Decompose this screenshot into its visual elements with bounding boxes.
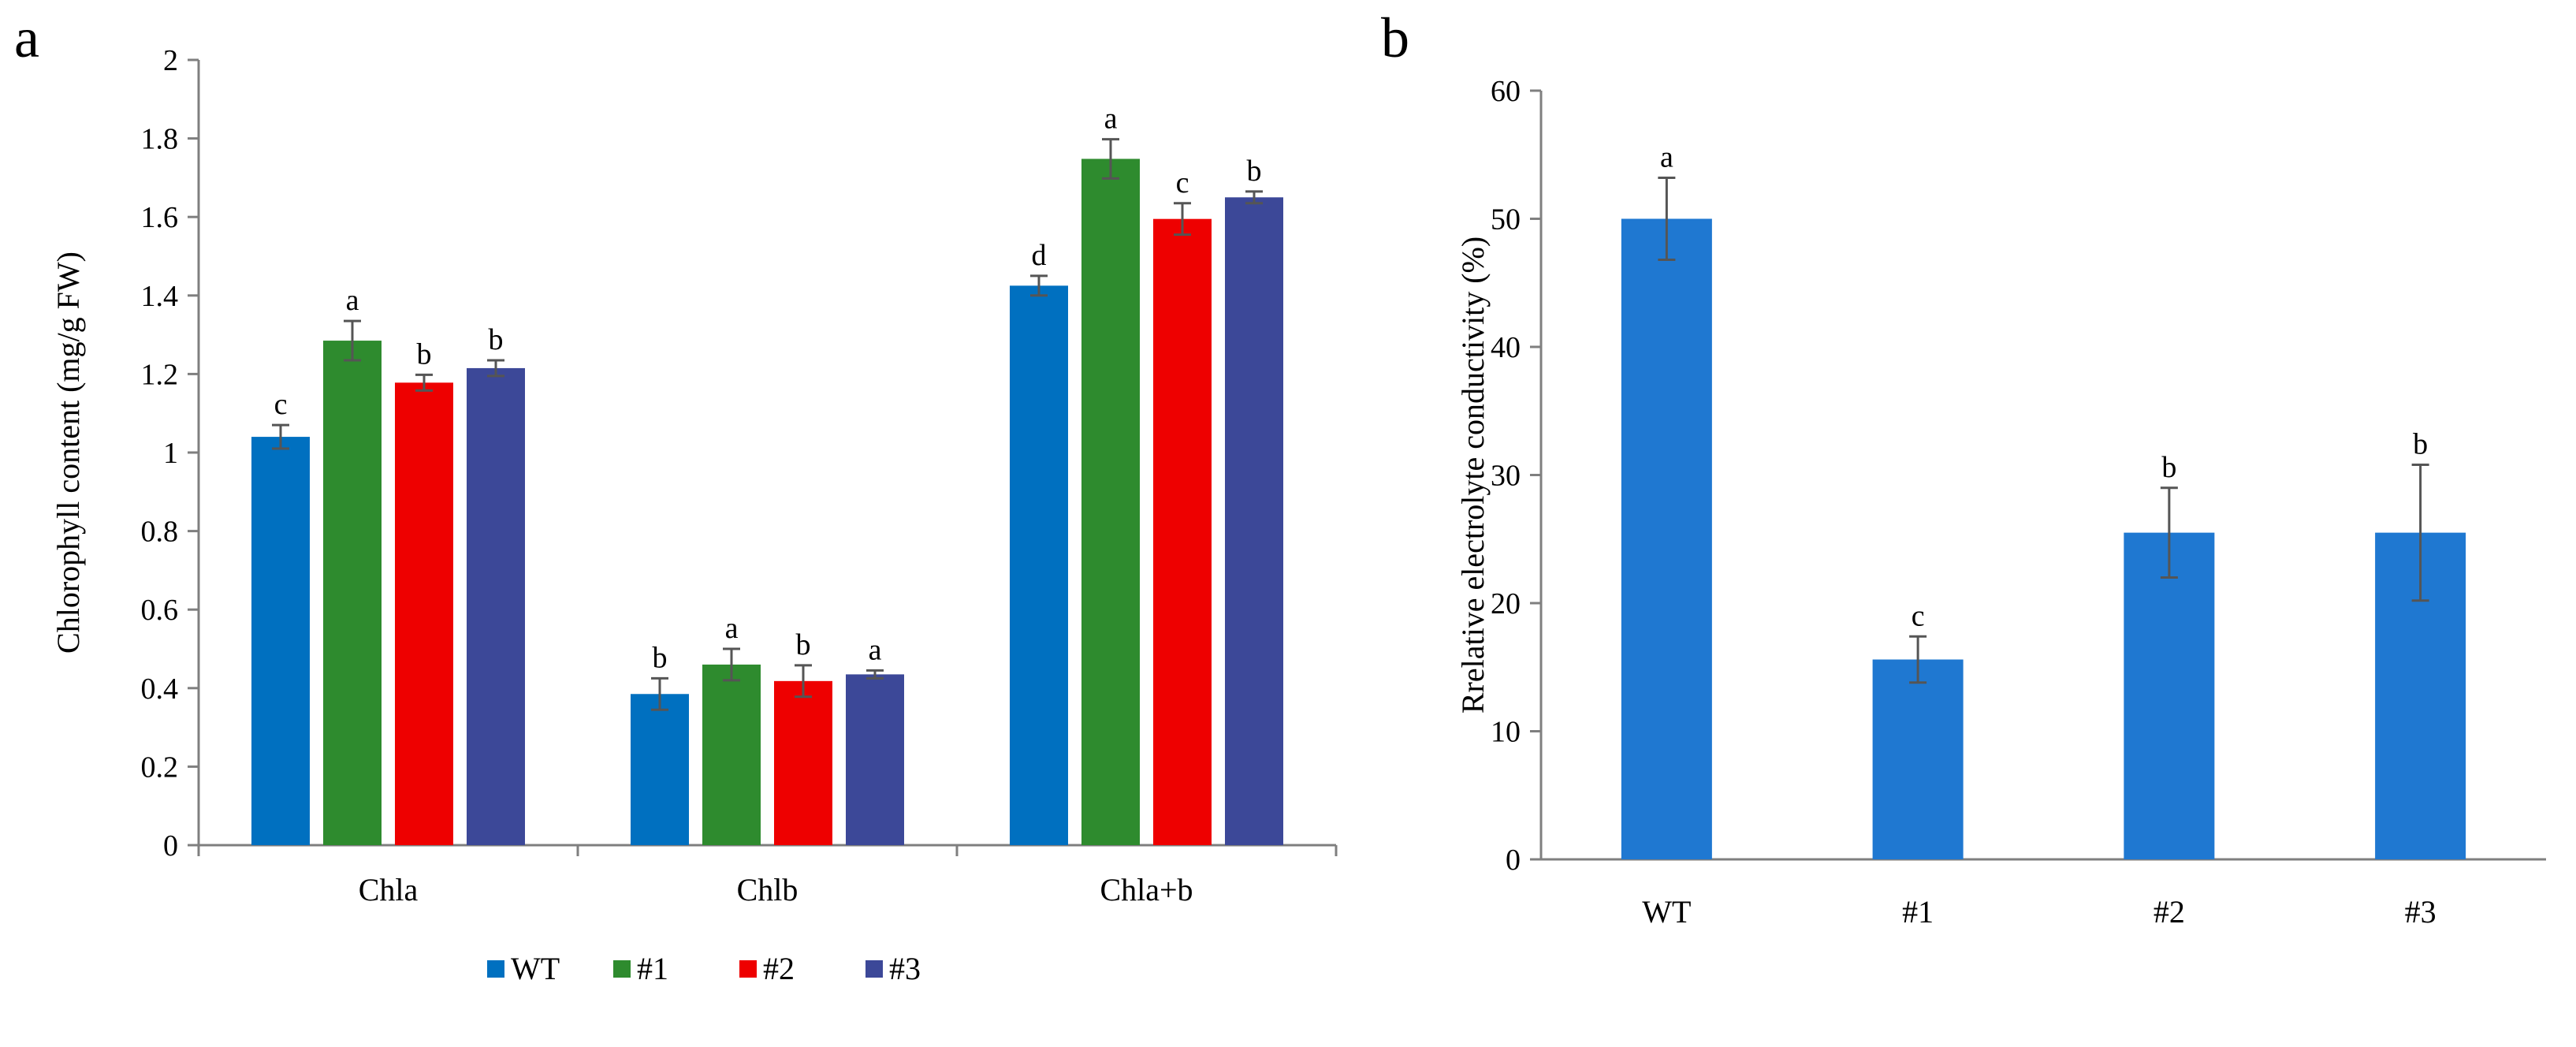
bar-WT-Chla+b [1010, 285, 1068, 846]
significance-letter: a [725, 612, 739, 645]
bar-#1-Chla [323, 341, 382, 845]
panel-label: a [14, 6, 39, 69]
y-tick-label: 0.4 [141, 673, 179, 706]
bar-#3-Chla+b [1225, 197, 1283, 846]
y-tick-label: 0 [163, 829, 178, 863]
significance-letter: b [2413, 428, 2428, 461]
x-category-label: WT [1642, 894, 1691, 930]
significance-letter: c [274, 388, 288, 421]
legend-swatch-#2 [739, 960, 757, 978]
panel-a-chart: a 0 0.2 0.4 0.6 0.8 1 1.2 1.4 1.6 1.8 2 Chlorophyll … [14, 6, 1338, 986]
x-category-label: #2 [2153, 894, 2185, 930]
y-axis-title: Chlorophyll content (mg/g FW) [50, 252, 86, 654]
y-tick-label: 1.8 [141, 123, 179, 156]
y-tick-label: 1 [163, 437, 178, 470]
x-category-label: Chla [359, 872, 419, 907]
significance-letter: a [1660, 141, 1673, 174]
legend-label: #3 [889, 951, 921, 986]
significance-letter: d [1032, 239, 1047, 272]
y-tick-label: 40 [1491, 331, 1521, 364]
bar-#2-Chla [395, 382, 453, 846]
bar-WT-Chla [251, 437, 310, 845]
y-tick-label: 10 [1491, 716, 1521, 749]
y-tick-label: 0.2 [141, 751, 179, 784]
bar-#2 [2124, 532, 2215, 859]
legend-swatch-WT [487, 960, 504, 978]
significance-letter: b [489, 323, 504, 356]
bar-WT-Chlb [631, 694, 689, 845]
y-tick-label: 60 [1491, 75, 1521, 108]
y-tick-label: 50 [1491, 203, 1521, 237]
significance-letter: b [653, 641, 668, 674]
legend-swatch-#1 [613, 960, 631, 978]
x-category-label: Chla+b [1100, 872, 1193, 907]
x-category-label: Chlb [737, 872, 798, 907]
significance-letter: b [1247, 155, 1262, 188]
significance-letter: b [796, 628, 811, 661]
bar-#3-Chlb [846, 674, 904, 845]
panel-label: b [1381, 6, 1409, 69]
x-category-label: #3 [2405, 894, 2436, 930]
bar-#1-Chlb [702, 664, 761, 845]
y-tick-label: 20 [1491, 587, 1521, 620]
significance-letter: a [346, 284, 359, 317]
significance-letter: b [417, 337, 432, 371]
y-tick-label: 1.2 [141, 358, 179, 391]
significance-letter: b [2161, 451, 2176, 484]
y-tick-label: 30 [1491, 460, 1521, 493]
bar-WT [1621, 218, 1712, 859]
bar-#1-Chla+b [1081, 158, 1140, 846]
significance-letter: a [1104, 102, 1118, 136]
legend-label: #2 [763, 951, 795, 986]
significance-letter: c [1912, 599, 1925, 632]
y-tick-label: 0.6 [141, 594, 179, 627]
y-tick-label: 1.4 [141, 280, 179, 313]
legend-swatch-#3 [865, 960, 883, 978]
panel-b-chart: b 0 10 20 30 40 50 60 Rrelative electrolyte cond… [1381, 6, 2546, 930]
legend-label: WT [511, 951, 560, 986]
significance-letter: c [1176, 166, 1189, 199]
x-category-label: #1 [1902, 894, 1934, 930]
y-axis-title: Rrelative electrolyte conductivity (%) [1455, 237, 1491, 714]
significance-letter: a [869, 633, 882, 666]
bar-#2-Chla+b [1153, 218, 1212, 845]
y-tick-label: 0.8 [141, 516, 179, 549]
bar-#1 [1872, 659, 1964, 859]
bar-#2-Chlb [774, 680, 832, 845]
legend-label: #1 [637, 951, 668, 986]
bar-#3-Chla [467, 367, 525, 845]
y-tick-label: 2 [163, 44, 178, 77]
y-tick-label: 1.6 [141, 201, 179, 234]
y-tick-label: 0 [1506, 844, 1521, 877]
